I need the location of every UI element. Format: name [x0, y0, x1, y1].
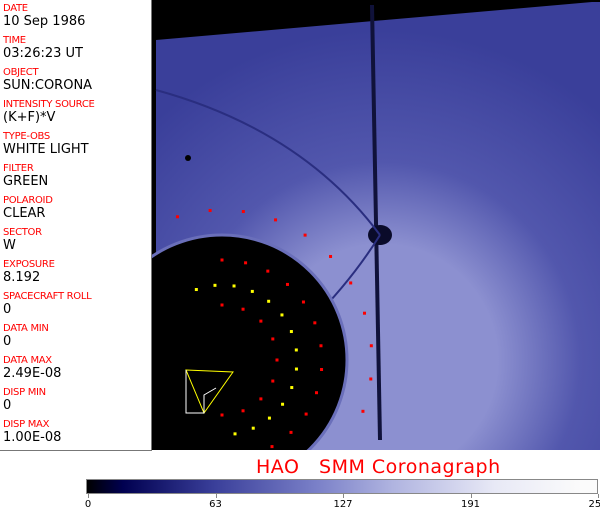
field-label: OBJECT	[3, 67, 39, 78]
grid-marker	[274, 218, 278, 222]
field-value: 03:26:23 UT	[3, 46, 83, 61]
grid-marker	[220, 258, 224, 262]
grid-marker	[313, 321, 317, 325]
field-value: 2.49E-08	[3, 366, 62, 381]
grid-marker	[289, 330, 293, 334]
grid-marker	[250, 289, 254, 293]
grid-marker	[285, 282, 289, 286]
field-label: DATE	[3, 3, 28, 14]
field-value: 10 Sep 1986	[3, 14, 86, 29]
grid-marker	[194, 288, 198, 292]
grid-marker	[175, 215, 179, 219]
field-label: SPACECRAFT ROLL	[3, 291, 92, 302]
grid-marker	[301, 300, 305, 304]
grid-marker	[220, 303, 224, 307]
grid-marker	[244, 261, 248, 265]
colorbar-tick	[598, 494, 599, 498]
field-label: DISP MIN	[3, 387, 46, 398]
colorbar-tick-label: 191	[460, 499, 481, 510]
field-label: TIME	[3, 35, 26, 46]
field-value: 1.00E-08	[3, 430, 62, 445]
colorbar-tick	[343, 494, 344, 498]
grid-marker	[266, 269, 270, 273]
grid-marker	[259, 397, 263, 401]
grid-marker	[251, 426, 255, 430]
grid-marker	[271, 379, 275, 383]
grid-marker	[267, 416, 271, 420]
field-label: EXPOSURE	[3, 259, 55, 270]
field-label: SECTOR	[3, 227, 42, 238]
field-label: TYPE-OBS	[3, 131, 50, 142]
grid-marker	[233, 432, 237, 436]
grid-marker	[241, 307, 245, 311]
occulter-pylon	[370, 4, 382, 441]
grid-marker	[369, 377, 373, 381]
field-label: DATA MIN	[3, 323, 49, 334]
field-value: SUN:CORONA	[3, 78, 93, 93]
grid-marker	[329, 254, 333, 258]
grid-marker	[275, 358, 279, 362]
instrument-title: HAO SMM Coronagraph	[256, 456, 501, 478]
colorbar-tick	[88, 494, 89, 498]
colorbar-tick-label: 63	[209, 499, 222, 510]
grid-marker	[281, 402, 285, 406]
grid-marker	[320, 368, 324, 372]
occulting-disk	[152, 233, 349, 450]
coronagraph-image	[152, 0, 600, 450]
colorbar	[86, 479, 598, 494]
grid-marker	[259, 319, 263, 323]
field-value: 8.192	[3, 270, 41, 285]
grid-marker	[220, 413, 224, 417]
field-value: 0	[3, 398, 12, 413]
field-label: DATA MAX	[3, 355, 52, 366]
grid-marker	[241, 409, 245, 413]
field-value: 0	[3, 334, 12, 349]
grid-marker	[294, 367, 298, 371]
field-label: INTENSITY SOURCE	[3, 99, 95, 110]
field-value: GREEN	[3, 174, 49, 189]
grid-marker	[304, 412, 308, 416]
grid-marker	[294, 348, 298, 352]
grid-marker	[232, 284, 236, 288]
grid-marker	[271, 337, 275, 341]
grid-marker	[349, 281, 353, 285]
colorbar-tick-label: 255	[588, 499, 600, 510]
grid-marker	[361, 409, 365, 413]
grid-marker	[208, 208, 212, 212]
field-value: (K+F)*V	[3, 110, 56, 125]
colorbar-tick	[215, 494, 217, 498]
grid-marker	[363, 311, 367, 315]
grid-marker	[270, 445, 274, 449]
grid-marker	[280, 313, 284, 317]
grid-marker	[213, 283, 217, 287]
grid-marker	[267, 299, 271, 303]
field-value: CLEAR	[3, 206, 46, 221]
header-info-panel: DATE 10 Sep 1986 TIME 03:26:23 UT OBJECT SUN:…	[0, 0, 152, 451]
grid-marker	[319, 344, 323, 348]
colorbar-tick-label: 127	[333, 499, 353, 510]
field-label: FILTER	[3, 163, 34, 174]
field-value: WHITE LIGHT	[3, 142, 89, 157]
grid-marker	[290, 386, 294, 390]
field-label: POLAROID	[3, 195, 53, 206]
field-label: DISP MAX	[3, 419, 50, 430]
colorbar-tick	[470, 494, 472, 498]
grid-marker	[315, 391, 319, 395]
grid-marker	[289, 430, 293, 434]
field-value: 0	[3, 302, 12, 317]
field-value: W	[3, 238, 16, 253]
colorbar-tick-label: 0	[84, 499, 92, 510]
grid-marker	[241, 210, 245, 214]
grid-marker	[303, 233, 307, 237]
grid-marker	[369, 344, 373, 348]
